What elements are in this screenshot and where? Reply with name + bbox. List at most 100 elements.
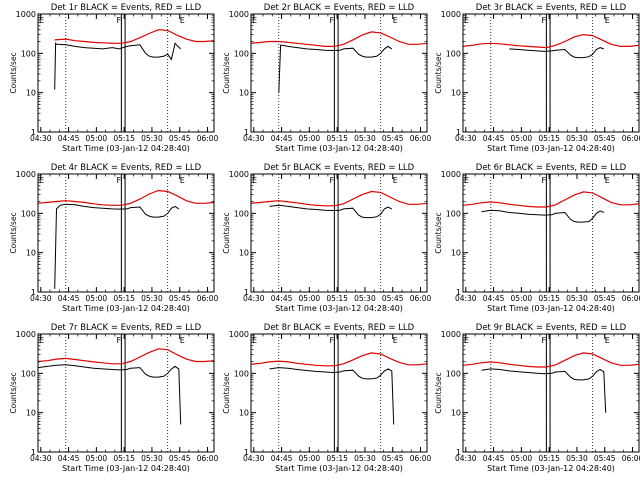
x-axis-label: Start Time (03-Jan-12 04:28:40) — [62, 144, 190, 153]
series-lld — [37, 189, 215, 206]
x-tick-label: 04:30 — [455, 134, 477, 143]
x-tick-label: 06:00 — [410, 134, 432, 143]
x-tick-label: 06:00 — [622, 134, 640, 143]
x-tick-label: 05:45 — [169, 454, 191, 463]
series-events — [54, 42, 182, 90]
series-lld — [54, 29, 215, 44]
y-tick-label: 10 — [239, 249, 249, 258]
x-axis-label: Start Time (03-Jan-12 04:28:40) — [487, 464, 615, 473]
x-tick-label: 05:15 — [326, 134, 348, 143]
series-lld — [250, 31, 428, 48]
marker-F: F — [541, 16, 546, 25]
x-tick-label: 04:30 — [243, 294, 265, 303]
y-tick-label: 10 — [451, 249, 461, 258]
x-tick-label: 04:45 — [58, 294, 80, 303]
y-tick-label: 1000 — [16, 330, 36, 339]
marker-E: E — [393, 336, 398, 345]
marker-E-left: E — [39, 176, 44, 185]
y-tick-label: 1000 — [16, 10, 36, 19]
x-tick-label: 05:30 — [566, 454, 588, 463]
x-tick-label: 06:00 — [197, 134, 219, 143]
chart-panel-6: Det 6r BLACK = Events, RED = LLD F E E 1 10 10… — [434, 163, 640, 313]
y-tick-label: 10 — [239, 409, 249, 418]
x-axis-label: Start Time (03-Jan-12 04:28:40) — [275, 464, 403, 473]
y-tick-label: 1000 — [441, 330, 461, 339]
series-events — [37, 364, 182, 425]
chart-panel-2: Det 2r BLACK = Events, RED = LLD F E E 1 10 10… — [222, 3, 432, 153]
x-axis-label: Start Time (03-Jan-12 04:28:40) — [275, 144, 403, 153]
plot-frame — [37, 333, 215, 453]
x-tick-label: 05:45 — [169, 294, 191, 303]
x-tick-label: 05:15 — [326, 454, 348, 463]
series-events — [54, 203, 180, 289]
y-tick-label: 1 — [456, 128, 461, 137]
x-tick-label: 06:00 — [197, 294, 219, 303]
marker-E: E — [393, 16, 398, 25]
y-tick-label: 1 — [456, 448, 461, 457]
series-lld — [462, 33, 640, 49]
series-lld — [462, 352, 640, 368]
series-lld — [250, 352, 428, 367]
y-axis-label: Counts/sec — [9, 372, 18, 413]
chart-panel-9: Det 9r BLACK = Events, RED = LLD F E E 1 10 10… — [434, 323, 640, 473]
x-tick-label: 04:45 — [483, 454, 505, 463]
x-axis-label: Start Time (03-Jan-12 04:28:40) — [62, 304, 190, 313]
x-tick-label: 05:45 — [382, 454, 404, 463]
series-events — [278, 44, 393, 93]
series-lld — [462, 191, 640, 208]
x-tick-label: 05:15 — [113, 134, 135, 143]
y-axis-label: Counts/sec — [434, 372, 443, 413]
marker-E: E — [605, 176, 610, 185]
marker-F: F — [329, 16, 334, 25]
marker-E-left: E — [464, 336, 469, 345]
x-tick-label: 04:30 — [243, 454, 265, 463]
series-lld — [250, 190, 428, 207]
y-tick-label: 1000 — [441, 170, 461, 179]
y-tick-label: 10 — [26, 409, 36, 418]
x-tick-label: 05:00 — [86, 294, 108, 303]
x-tick-label: 05:15 — [538, 134, 560, 143]
x-tick-label: 05:45 — [382, 294, 404, 303]
marker-E-left: E — [464, 176, 469, 185]
y-axis-label: Counts/sec — [222, 212, 231, 253]
x-tick-label: 04:45 — [58, 454, 80, 463]
y-tick-label: 1000 — [16, 170, 36, 179]
marker-E: E — [605, 16, 610, 25]
plot-frame — [250, 13, 428, 133]
marker-E: E — [180, 336, 185, 345]
y-tick-label: 10 — [451, 89, 461, 98]
x-tick-label: 05:00 — [86, 454, 108, 463]
x-tick-label: 04:30 — [455, 294, 477, 303]
y-tick-label: 1000 — [229, 170, 249, 179]
y-tick-label: 100 — [21, 209, 36, 218]
marker-E: E — [393, 176, 398, 185]
plot-frame — [37, 13, 215, 133]
series-lld — [37, 348, 215, 365]
y-tick-label: 10 — [26, 249, 36, 258]
y-tick-label: 100 — [446, 209, 461, 218]
marker-E: E — [180, 16, 185, 25]
marker-E-left: E — [252, 336, 257, 345]
x-tick-label: 05:15 — [538, 294, 560, 303]
y-tick-label: 1 — [31, 288, 36, 297]
x-tick-label: 04:45 — [483, 294, 505, 303]
chart-title: Det 3r BLACK = Events, RED = LLD — [476, 3, 627, 13]
marker-E: E — [605, 336, 610, 345]
y-tick-label: 100 — [21, 369, 36, 378]
chart-panel-8: Det 8r BLACK = Events, RED = LLD F E E 1 10 10… — [222, 323, 432, 473]
chart-panel-5: Det 5r BLACK = Events, RED = LLD F E E 1 10 10… — [222, 163, 432, 313]
chart-panel-1: Det 1r BLACK = Events, RED = LLD F E E 1 10 10… — [9, 3, 219, 153]
chart-title: Det 8r BLACK = Events, RED = LLD — [264, 323, 415, 333]
chart-title: Det 4r BLACK = Events, RED = LLD — [51, 163, 202, 173]
plot-frame — [462, 333, 640, 453]
marker-E-left: E — [39, 16, 44, 25]
series-events — [269, 367, 395, 425]
chart-title: Det 6r BLACK = Events, RED = LLD — [476, 163, 627, 173]
series-events — [481, 368, 607, 413]
x-tick-label: 04:45 — [483, 134, 505, 143]
chart-panel-4: Det 4r BLACK = Events, RED = LLD F E E 1 10 10… — [9, 163, 219, 313]
x-tick-label: 04:30 — [455, 454, 477, 463]
marker-F: F — [329, 176, 334, 185]
x-tick-label: 05:45 — [594, 294, 616, 303]
